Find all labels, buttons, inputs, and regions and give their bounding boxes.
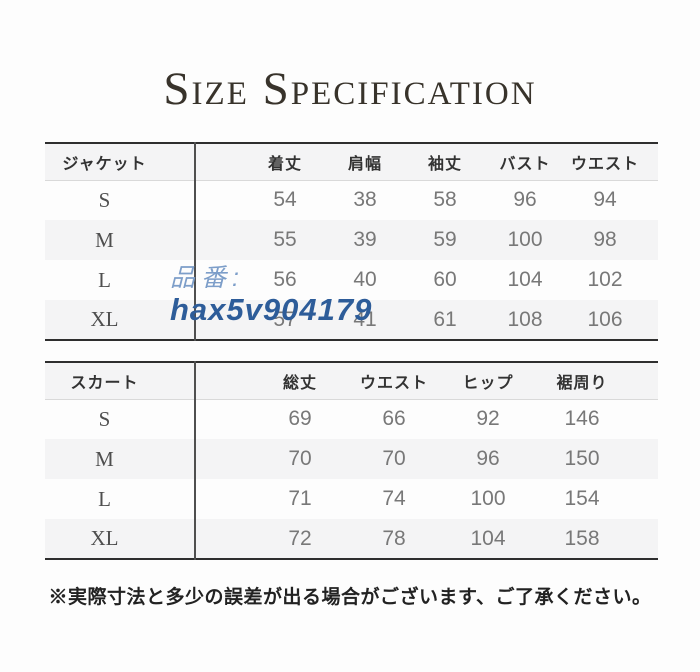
table-row: XL 72 78 104 158 bbox=[45, 519, 658, 559]
measurement-value: 150 bbox=[564, 447, 600, 470]
spacer-cell bbox=[629, 439, 658, 479]
measurement-value: 56 bbox=[273, 268, 297, 291]
spacer-cell bbox=[195, 479, 253, 519]
table-header-row: スカート 総丈 ウエスト ヒップ 裾周り bbox=[45, 362, 658, 400]
size-label: L bbox=[45, 260, 196, 300]
measurement-value: 104 bbox=[470, 526, 506, 550]
spacer-cell bbox=[645, 260, 658, 300]
size-label: L bbox=[45, 479, 196, 519]
measurement-value: 92 bbox=[476, 407, 500, 431]
measurement-value: 100 bbox=[470, 487, 506, 510]
measurement-value: 41 bbox=[353, 307, 377, 331]
spacer-cell bbox=[629, 519, 658, 559]
spacer-cell bbox=[629, 362, 658, 400]
spacer-cell bbox=[195, 439, 253, 479]
disclaimer-note: ※実際寸法と多少の誤差が出る場合がございます、ご了承ください。 bbox=[48, 587, 652, 608]
measurement-value: 71 bbox=[288, 487, 312, 510]
column-header: 着丈 bbox=[245, 143, 325, 181]
size-label: S bbox=[45, 180, 196, 220]
column-header: ウエスト bbox=[565, 143, 645, 181]
spacer-cell bbox=[195, 220, 245, 260]
measurement-value: 100 bbox=[507, 228, 543, 251]
measurement-value: 55 bbox=[273, 228, 297, 251]
spacer-cell bbox=[195, 362, 253, 400]
spacer-cell bbox=[195, 260, 245, 300]
size-label: M bbox=[45, 220, 196, 260]
measurement-value: 154 bbox=[564, 487, 600, 510]
measurement-value: 60 bbox=[433, 268, 457, 291]
measurement-value: 106 bbox=[587, 307, 623, 331]
spacer-cell bbox=[195, 143, 245, 181]
column-header: 裾周り bbox=[535, 362, 629, 400]
table-row: XL 57 41 61 108 106 bbox=[45, 300, 658, 340]
measurement-value: 38 bbox=[353, 188, 377, 212]
column-header: 袖丈 bbox=[405, 143, 485, 181]
column-header: 肩幅 bbox=[325, 143, 405, 181]
spacer-cell bbox=[195, 399, 253, 439]
table-row: S 54 38 58 96 94 bbox=[45, 180, 658, 220]
spacer-cell bbox=[629, 479, 658, 519]
size-table-skirt: スカート 総丈 ウエスト ヒップ 裾周り S 69 66 92 146 M 70 70 96 150 L 71… bbox=[45, 361, 658, 560]
measurement-value: 74 bbox=[382, 487, 406, 510]
measurement-value: 40 bbox=[353, 268, 377, 291]
column-header: ヒップ bbox=[441, 362, 535, 400]
measurement-value: 69 bbox=[288, 407, 312, 431]
spacer-cell bbox=[645, 220, 658, 260]
table-row: S 69 66 92 146 bbox=[45, 399, 658, 439]
size-label: S bbox=[45, 399, 196, 439]
measurement-value: 102 bbox=[587, 268, 623, 291]
page-title: Size Specification bbox=[163, 63, 537, 115]
size-label: XL bbox=[45, 300, 196, 340]
table-row: L 56 40 60 104 102 bbox=[45, 260, 658, 300]
spacer-cell bbox=[195, 519, 253, 559]
measurement-value: 98 bbox=[593, 228, 617, 251]
spacer-cell bbox=[645, 300, 658, 340]
measurement-value: 70 bbox=[382, 447, 406, 470]
table-row: L 71 74 100 154 bbox=[45, 479, 658, 519]
measurement-value: 108 bbox=[507, 307, 543, 331]
measurement-value: 59 bbox=[433, 228, 457, 251]
measurement-value: 70 bbox=[288, 447, 312, 470]
spacer-cell bbox=[645, 180, 658, 220]
spacer-cell bbox=[645, 143, 658, 181]
size-label: XL bbox=[45, 519, 196, 559]
measurement-value: 39 bbox=[353, 228, 377, 251]
column-header: 総丈 bbox=[253, 362, 347, 400]
measurement-value: 146 bbox=[564, 407, 600, 431]
column-header: ウエスト bbox=[347, 362, 441, 400]
spacer-cell bbox=[629, 399, 658, 439]
measurement-value: 72 bbox=[288, 526, 312, 550]
measurement-value: 96 bbox=[476, 447, 500, 470]
measurement-value: 94 bbox=[593, 188, 617, 212]
measurement-value: 104 bbox=[507, 268, 543, 291]
measurement-value: 57 bbox=[273, 307, 297, 331]
column-header: バスト bbox=[485, 143, 565, 181]
table-category-label: スカート bbox=[45, 362, 196, 400]
spacer-cell bbox=[195, 300, 245, 340]
measurement-value: 58 bbox=[433, 188, 457, 212]
table-row: M 70 70 96 150 bbox=[45, 439, 658, 479]
table-category-label: ジャケット bbox=[45, 143, 196, 181]
size-table-jacket: ジャケット 着丈 肩幅 袖丈 バスト ウエスト S 54 38 58 96 94 M 55 39 59 100… bbox=[45, 142, 658, 341]
spacer-cell bbox=[195, 180, 245, 220]
measurement-value: 66 bbox=[382, 407, 406, 431]
measurement-value: 54 bbox=[273, 188, 297, 212]
measurement-value: 61 bbox=[433, 307, 457, 331]
measurement-value: 158 bbox=[564, 526, 600, 550]
table-row: M 55 39 59 100 98 bbox=[45, 220, 658, 260]
measurement-value: 96 bbox=[513, 188, 537, 212]
size-label: M bbox=[45, 439, 196, 479]
measurement-value: 78 bbox=[382, 526, 406, 550]
table-header-row: ジャケット 着丈 肩幅 袖丈 バスト ウエスト bbox=[45, 143, 658, 181]
size-tables-section: ジャケット 着丈 肩幅 袖丈 バスト ウエスト S 54 38 58 96 94 M 55 39 59 100… bbox=[45, 142, 700, 560]
